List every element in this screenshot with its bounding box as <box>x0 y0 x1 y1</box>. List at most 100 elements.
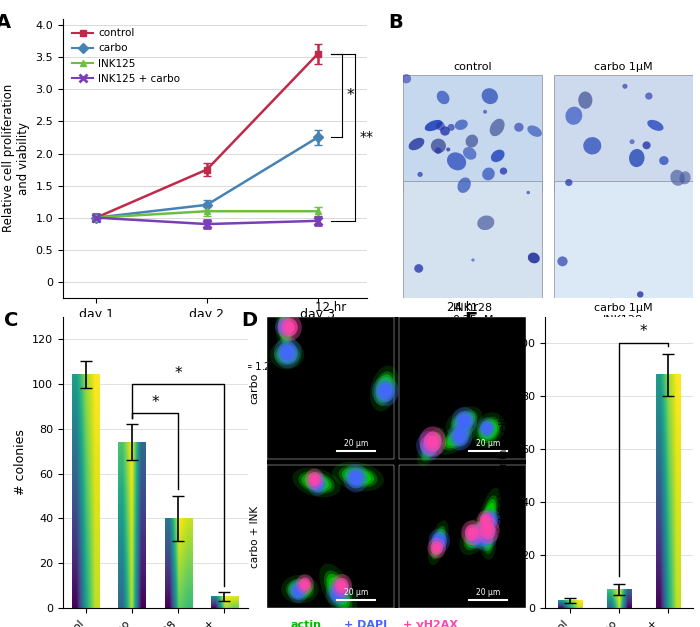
Text: C: C <box>4 311 18 330</box>
Ellipse shape <box>479 419 499 441</box>
Y-axis label: % γH2AX staining cells 24 h: % γH2AX staining cells 24 h <box>499 384 509 540</box>
Circle shape <box>471 520 498 551</box>
Ellipse shape <box>452 412 475 430</box>
Circle shape <box>455 411 473 431</box>
Circle shape <box>483 512 498 528</box>
Text: E: E <box>464 311 477 330</box>
Bar <box>267 465 394 608</box>
Circle shape <box>432 532 447 549</box>
Circle shape <box>434 535 444 547</box>
Circle shape <box>468 527 484 545</box>
Circle shape <box>458 414 470 428</box>
Circle shape <box>402 74 411 83</box>
Ellipse shape <box>324 571 352 612</box>
Ellipse shape <box>274 344 300 366</box>
Circle shape <box>637 292 643 298</box>
Text: *: * <box>346 88 354 103</box>
Ellipse shape <box>468 526 484 545</box>
Circle shape <box>275 317 293 337</box>
Circle shape <box>447 124 455 131</box>
Ellipse shape <box>481 499 496 537</box>
Text: 20 μm: 20 μm <box>344 439 368 448</box>
Circle shape <box>643 141 651 149</box>
Ellipse shape <box>430 139 446 153</box>
Circle shape <box>451 426 469 446</box>
Ellipse shape <box>528 253 540 263</box>
Bar <box>267 317 394 460</box>
Text: 20 μm: 20 μm <box>344 587 368 597</box>
Ellipse shape <box>339 465 377 488</box>
Ellipse shape <box>319 564 357 619</box>
Ellipse shape <box>447 152 466 171</box>
Ellipse shape <box>680 171 691 184</box>
Ellipse shape <box>447 429 468 446</box>
Ellipse shape <box>455 414 473 429</box>
Circle shape <box>480 508 500 531</box>
Ellipse shape <box>432 529 444 557</box>
Circle shape <box>477 510 494 530</box>
Ellipse shape <box>286 579 314 600</box>
Circle shape <box>465 524 487 549</box>
Ellipse shape <box>304 475 329 490</box>
Ellipse shape <box>566 107 582 125</box>
Y-axis label: # colonies: # colonies <box>13 429 27 495</box>
Ellipse shape <box>659 156 668 165</box>
Ellipse shape <box>302 473 332 492</box>
Ellipse shape <box>455 120 468 130</box>
Bar <box>403 181 542 298</box>
Ellipse shape <box>473 413 505 448</box>
Circle shape <box>476 517 500 544</box>
Circle shape <box>326 579 351 607</box>
Circle shape <box>427 436 438 448</box>
Text: 24 hr: 24 hr <box>447 301 478 314</box>
Text: **: ** <box>360 130 374 144</box>
Circle shape <box>420 435 439 456</box>
Circle shape <box>428 529 450 553</box>
Circle shape <box>435 147 442 154</box>
Circle shape <box>312 478 323 490</box>
Circle shape <box>500 167 507 174</box>
Circle shape <box>433 544 440 552</box>
Ellipse shape <box>671 170 685 186</box>
Ellipse shape <box>629 149 645 167</box>
Text: + γH2AX: + γH2AX <box>402 620 458 627</box>
Ellipse shape <box>428 520 449 565</box>
Ellipse shape <box>477 216 494 230</box>
Ellipse shape <box>275 303 295 354</box>
Ellipse shape <box>444 426 470 448</box>
Ellipse shape <box>476 488 500 549</box>
Text: *: * <box>151 395 159 409</box>
Circle shape <box>482 423 491 434</box>
Text: control: control <box>454 62 492 72</box>
Ellipse shape <box>480 495 498 541</box>
Text: 20 μm: 20 μm <box>475 587 500 597</box>
Legend: control, carbo, INK125, INK125 + carbo: control, carbo, INK125, INK125 + carbo <box>68 24 185 88</box>
Ellipse shape <box>446 406 482 436</box>
Circle shape <box>557 256 568 266</box>
Circle shape <box>419 426 446 456</box>
Ellipse shape <box>279 347 295 362</box>
Text: 20 μm: 20 μm <box>475 439 500 448</box>
Circle shape <box>335 578 349 594</box>
Circle shape <box>288 579 309 603</box>
Circle shape <box>296 574 314 594</box>
Ellipse shape <box>421 432 442 461</box>
Ellipse shape <box>466 524 486 548</box>
Circle shape <box>483 110 487 113</box>
Bar <box>554 75 693 192</box>
Text: 12 hr: 12 hr <box>315 301 346 314</box>
Ellipse shape <box>332 461 384 492</box>
Circle shape <box>452 407 477 436</box>
Circle shape <box>343 464 368 492</box>
Circle shape <box>278 314 302 341</box>
Circle shape <box>414 264 424 273</box>
Ellipse shape <box>326 574 350 608</box>
Ellipse shape <box>437 420 478 455</box>
Circle shape <box>331 574 352 598</box>
Text: $*P = 3.9 \times 10^{-5}$: $*P = 3.9 \times 10^{-5}$ <box>88 359 166 373</box>
Ellipse shape <box>458 177 471 193</box>
Circle shape <box>330 583 347 603</box>
Circle shape <box>290 582 306 599</box>
Circle shape <box>346 468 365 488</box>
Text: carbo + INK: carbo + INK <box>249 506 260 568</box>
